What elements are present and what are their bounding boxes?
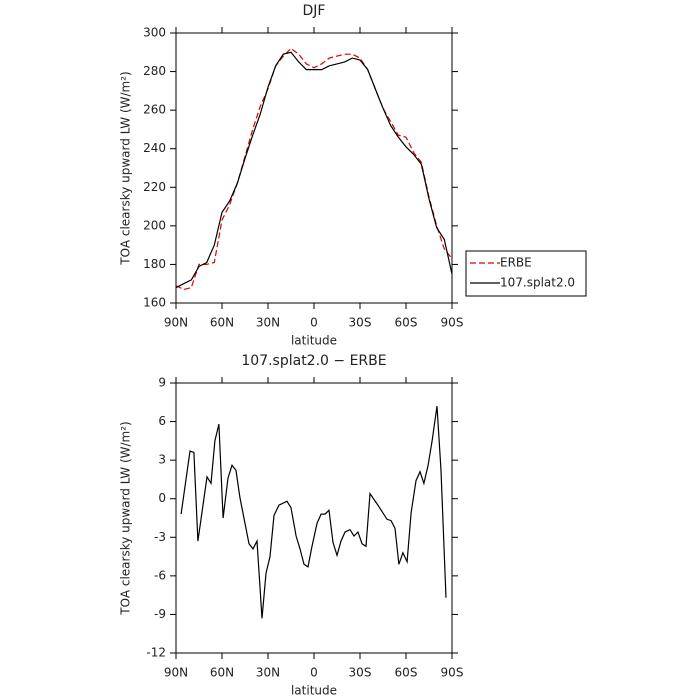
y-tick-label: 300: [143, 26, 166, 40]
y-tick-label: 160: [143, 296, 166, 310]
x-tick-label: 30N: [256, 316, 280, 330]
x-tick-label: 90N: [164, 666, 188, 680]
x-tick-label: 60S: [395, 316, 418, 330]
data-line: [180, 406, 447, 619]
y-tick-label: 180: [143, 257, 166, 271]
x-tick-label: 90N: [164, 316, 188, 330]
y-tick-label: -9: [154, 607, 166, 621]
legend-label: 107.splat2.0: [500, 276, 575, 290]
legend-box: [465, 250, 587, 297]
x-tick-label: 0: [310, 316, 318, 330]
legend-label: ERBE: [500, 256, 532, 270]
y-axis-label: TOA clearsky upward LW (W/m²): [119, 71, 133, 265]
plot-frame: [175, 32, 453, 304]
y-tick-label: 3: [158, 453, 166, 467]
y-tick-label: 220: [143, 180, 166, 194]
y-tick-label: 280: [143, 64, 166, 78]
x-tick-label: 90S: [441, 666, 464, 680]
x-tick-label: 0: [310, 666, 318, 680]
y-tick-label: -3: [154, 530, 166, 544]
chart-title: DJF: [303, 3, 326, 19]
x-tick-label: 60N: [210, 666, 234, 680]
x-tick-label: 30N: [256, 666, 280, 680]
x-tick-label: 60N: [210, 316, 234, 330]
x-tick-label: 30S: [349, 666, 372, 680]
data-line: [175, 47, 453, 291]
x-axis-label: latitude: [291, 334, 337, 348]
y-tick-label: 0: [158, 491, 166, 505]
y-tick-label: 240: [143, 141, 166, 155]
data-line: [175, 51, 453, 289]
chart-title: 107.splat2.0 − ERBE: [241, 353, 386, 369]
y-tick-label: -6: [154, 568, 166, 582]
x-axis-label: latitude: [291, 684, 337, 698]
y-axis-label: TOA clearsky upward LW (W/m²): [119, 421, 133, 615]
x-tick-label: 90S: [441, 316, 464, 330]
y-tick-label: 260: [143, 103, 166, 117]
x-tick-label: 60S: [395, 666, 418, 680]
y-tick-label: 6: [158, 414, 166, 428]
y-tick-label: 200: [143, 218, 166, 232]
x-tick-label: 30S: [349, 316, 372, 330]
y-tick-label: 9: [158, 376, 166, 390]
y-tick-label: -12: [146, 646, 166, 660]
